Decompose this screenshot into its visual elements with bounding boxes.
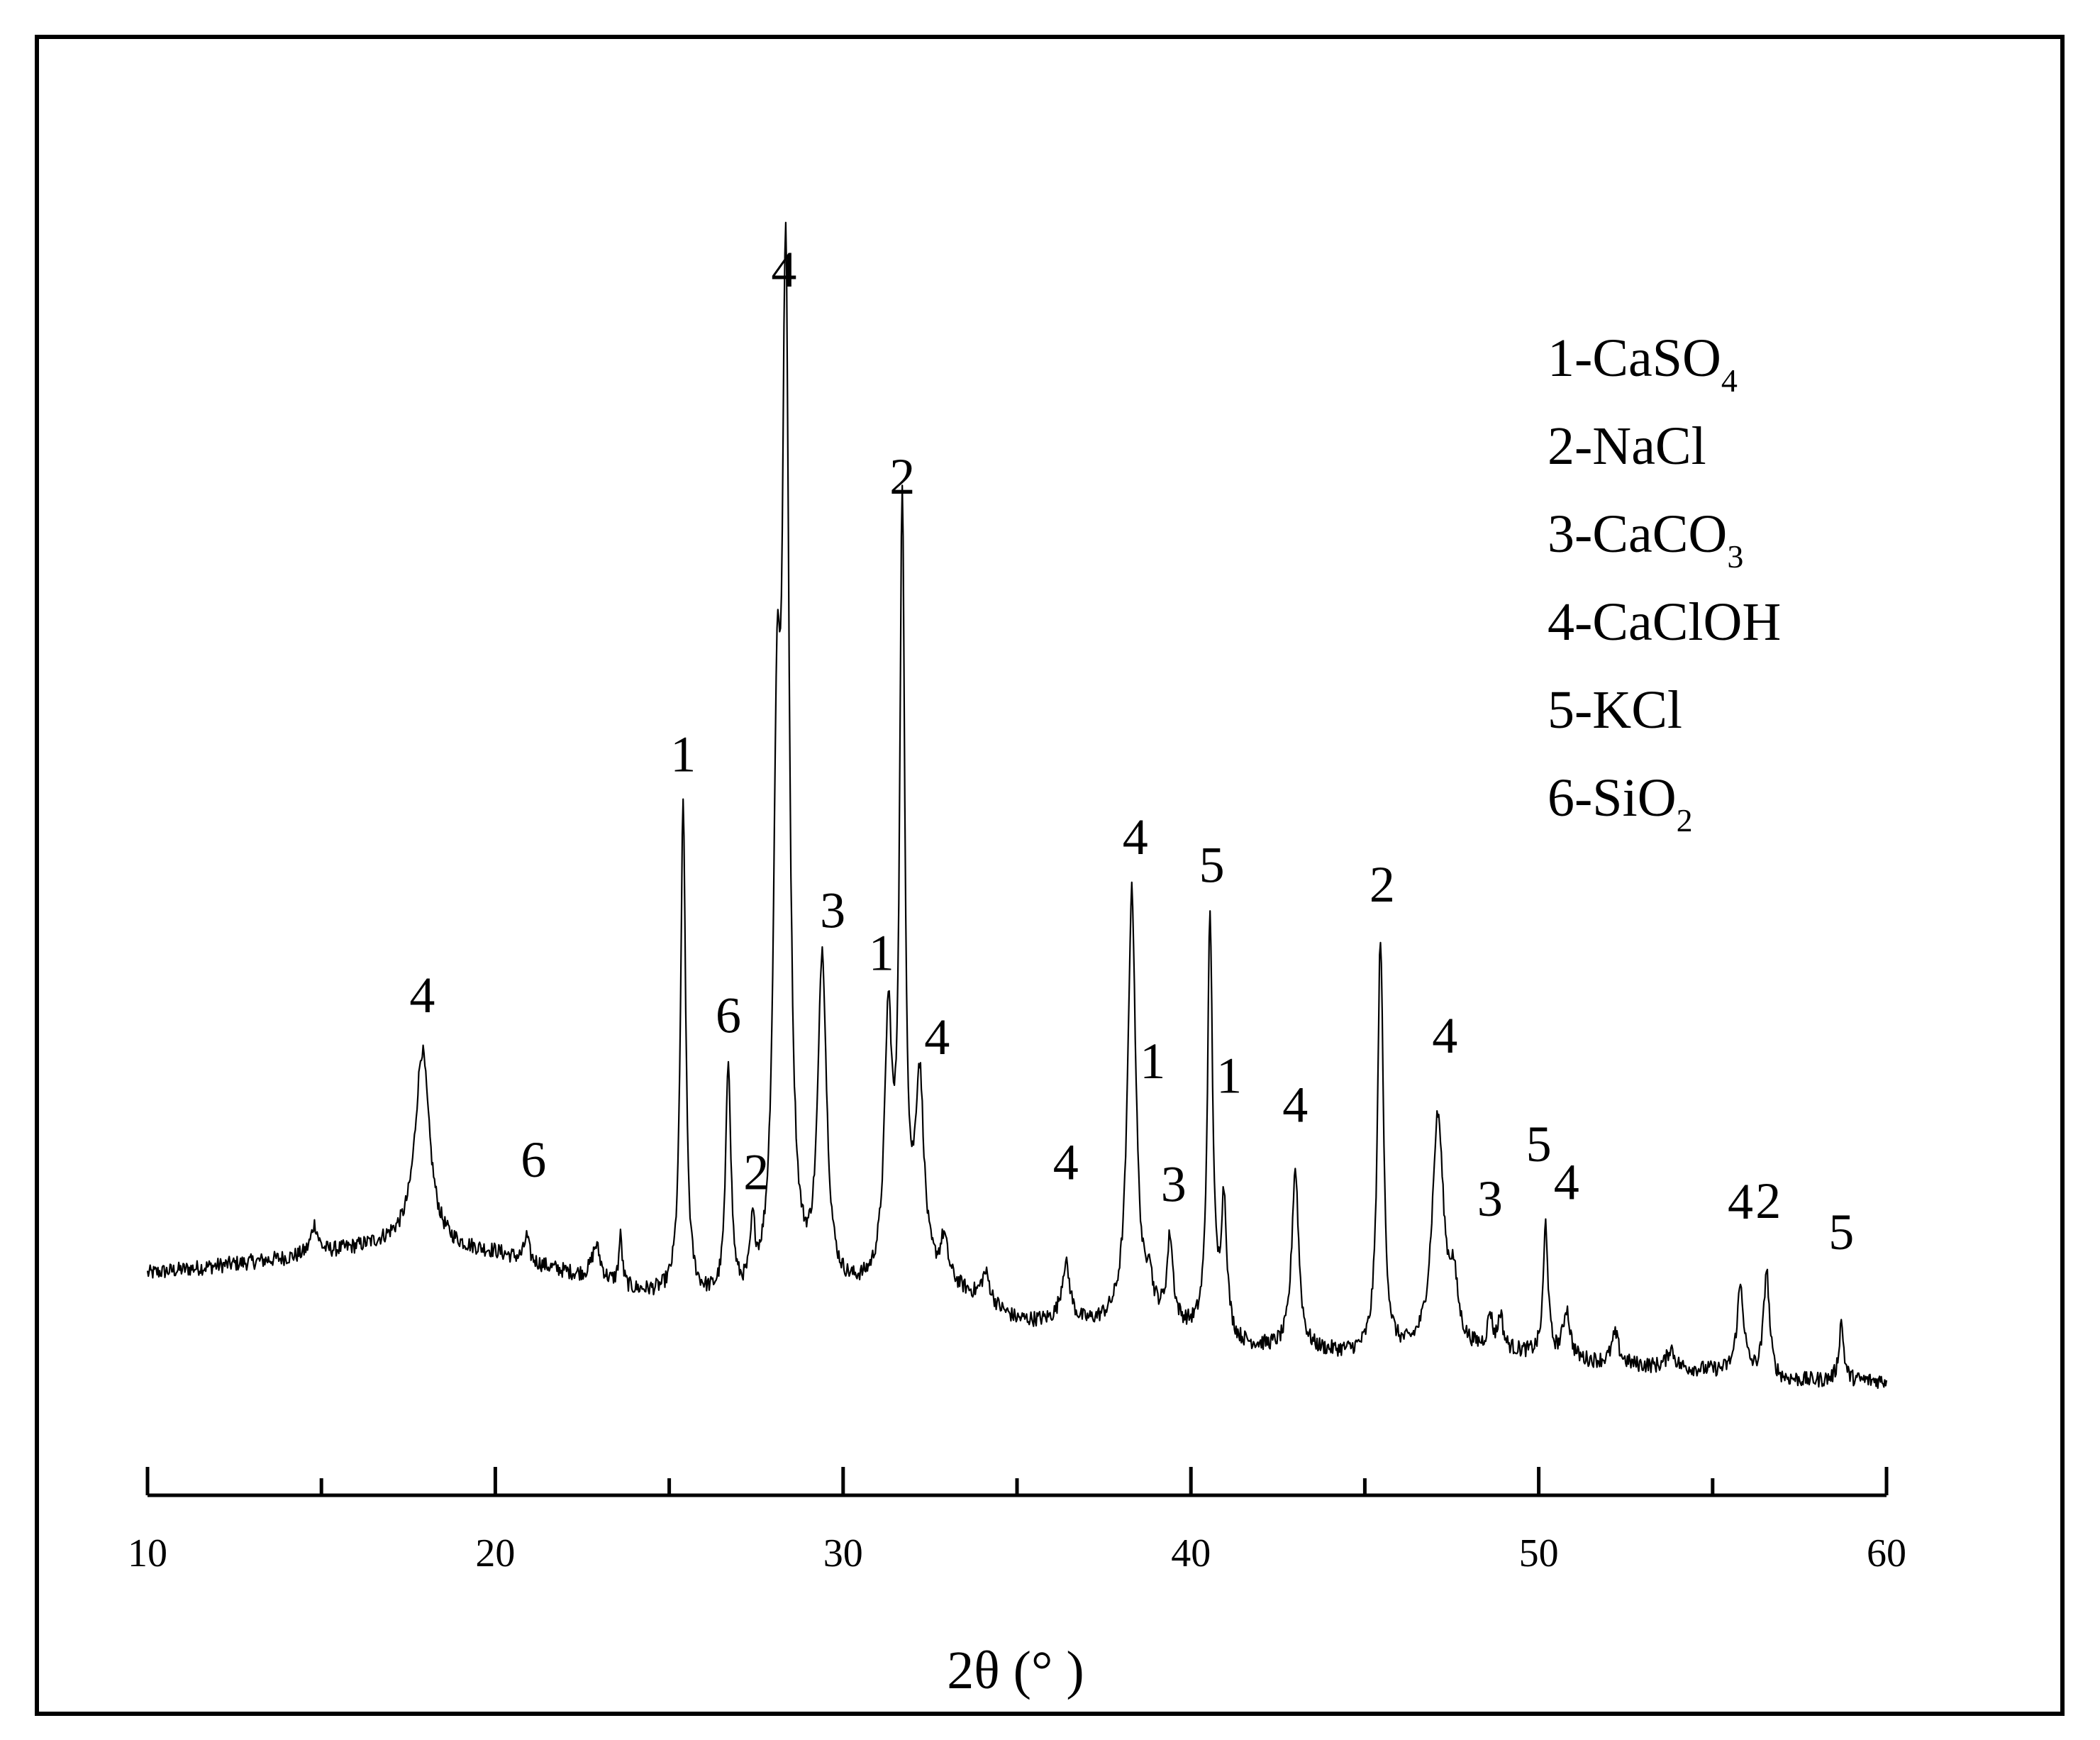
legend-entry-2: 2-NaCl — [1548, 416, 1706, 476]
x-axis: 10 20 30 40 50 60 — [128, 1467, 1906, 1575]
peak-label-3: 3 — [1477, 1170, 1503, 1227]
peak-label-4: 4 — [409, 967, 435, 1024]
peak-label-4: 4 — [771, 241, 796, 298]
peak-label-4: 4 — [1053, 1134, 1079, 1190]
peak-label-4: 4 — [924, 1009, 950, 1065]
peak-label-5: 5 — [1199, 837, 1225, 894]
peak-label-4: 4 — [1282, 1077, 1308, 1134]
peak-label-4: 4 — [1728, 1173, 1753, 1230]
peak-label-1: 1 — [869, 924, 894, 981]
legend-entry-6: 6-SiO2 — [1548, 768, 1693, 838]
peak-label-1: 1 — [670, 726, 696, 783]
legend-entry-4: 4-CaClOH — [1548, 592, 1781, 652]
peak-label-5: 5 — [1526, 1116, 1552, 1173]
legend-entry-1: 1-CaSO4 — [1548, 328, 1738, 399]
peak-label-2: 2 — [1370, 856, 1395, 913]
legend: 1-CaSO4 2-NaCl 3-CaCO3 4-CaClOH 5-KCl 6-SiO2 — [1548, 328, 1781, 838]
peak-label-4: 4 — [1554, 1154, 1579, 1211]
peak-label-3: 3 — [1161, 1156, 1187, 1213]
x-tick-label: 40 — [1171, 1531, 1211, 1575]
x-tick-label: 50 — [1519, 1531, 1559, 1575]
peak-label-2: 2 — [1755, 1173, 1781, 1229]
peak-label-2: 2 — [743, 1144, 769, 1201]
peak-label-6: 6 — [716, 987, 741, 1043]
x-axis-label: 2θ (° ) — [947, 1641, 1084, 1700]
legend-entry-5: 5-KCl — [1548, 680, 1682, 740]
xrd-pattern-line — [146, 221, 1888, 1390]
legend-entry-3: 3-CaCO3 — [1548, 504, 1743, 575]
peak-label-1: 1 — [1216, 1048, 1242, 1104]
x-tick-label: 10 — [128, 1531, 167, 1575]
peak-label-6: 6 — [521, 1131, 546, 1188]
peak-label-5: 5 — [1828, 1204, 1854, 1260]
chart-frame — [35, 35, 2065, 1716]
peak-label-3: 3 — [820, 882, 845, 939]
peak-label-2: 2 — [889, 448, 915, 505]
peak-label-1: 1 — [1140, 1033, 1165, 1090]
x-tick-label: 20 — [475, 1531, 515, 1575]
peak-label-4: 4 — [1432, 1007, 1457, 1064]
trace-layer — [146, 221, 1888, 1390]
x-tick-label: 60 — [1867, 1531, 1906, 1575]
peak-label-4: 4 — [1123, 809, 1148, 865]
x-tick-label: 30 — [823, 1531, 863, 1575]
